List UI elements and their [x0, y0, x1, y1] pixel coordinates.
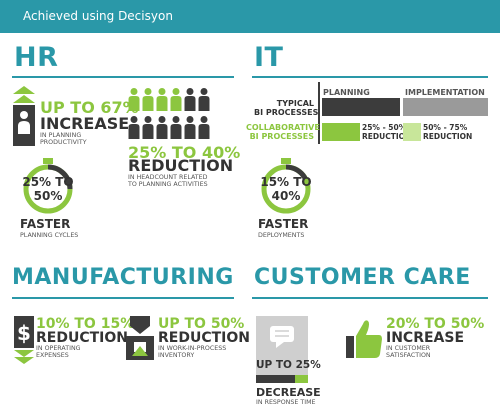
it-planning-metric: REDUCTION — [362, 132, 412, 141]
cc-response-metric: DECREASE — [256, 386, 321, 399]
cc-satisfaction-headline: 20% TO 50% — [386, 316, 485, 332]
manufacturing-divider — [12, 297, 234, 299]
it-impl-metric: REDUCTION — [423, 132, 473, 141]
hr-productivity-metric: INCREASE — [40, 114, 130, 133]
cc-satisfaction-metric: INCREASE — [386, 330, 465, 346]
it-deploy-ring-line-1: 15% TO — [260, 175, 312, 189]
mfg-operating-detail-1: IN OPERATING — [36, 345, 81, 352]
box-down-icon — [126, 316, 154, 360]
svg-text:$: $ — [17, 321, 31, 345]
mfg-operating-detail-2: EXPENSES — [36, 352, 69, 359]
hr-cycles-detail: PLANNING CYCLES — [20, 232, 79, 239]
hr-headcount-metric: REDUCTION — [128, 156, 234, 175]
banner-title: Achieved using Decisyon — [23, 9, 173, 23]
chat-bubble-icon — [256, 316, 308, 376]
mfg-inventory-detail-1: IN WORK-IN-PROCESS — [158, 345, 227, 352]
mfg-operating-metric: REDUCTION — [36, 330, 128, 346]
it-typical-implementation-bar — [403, 98, 488, 116]
hr-headcount-detail-2: TO PLANNING ACTIVITIES — [128, 181, 208, 188]
person-up-icon — [13, 86, 35, 146]
header-banner — [0, 0, 500, 33]
stopwatch-icon — [261, 158, 311, 214]
customer-care-divider — [252, 297, 488, 299]
hr-productivity-headline: UP TO 67% — [40, 98, 139, 117]
it-deploy-metric: FASTER — [258, 217, 309, 231]
it-col-planning: PLANNING — [323, 88, 370, 97]
customer-care-section-title: CUSTOMER CARE — [254, 265, 471, 290]
it-deploy-detail: DEPLOYMENTS — [258, 232, 305, 239]
it-chart-axis — [318, 82, 320, 144]
cc-response-headline: UP TO 25% — [256, 359, 321, 371]
hr-productivity-detail-1: IN PLANNING — [40, 132, 82, 139]
hr-cycles-metric: FASTER — [20, 217, 71, 231]
mfg-inventory-detail-2: INVENTORY — [158, 352, 195, 359]
manufacturing-section-title: MANUFACTURING — [12, 265, 234, 290]
hr-section-title: HR — [14, 42, 59, 73]
it-typical-line-1: TYPICAL — [276, 99, 314, 108]
it-collab-planning-bar — [322, 123, 360, 141]
cc-response-bar — [256, 375, 308, 383]
people-grid-icon — [128, 88, 210, 139]
it-col-implementation: IMPLEMENTATION — [405, 88, 485, 97]
it-section-title: IT — [254, 42, 284, 73]
hr-headcount-headline: 25% TO 40% — [128, 143, 241, 162]
thumbs-up-icon — [346, 320, 382, 358]
it-divider — [252, 76, 488, 78]
hr-cycles-ring-line-2: 50% — [33, 189, 63, 203]
it-planning-range: 25% - 50% — [362, 123, 407, 132]
it-typical-line-2: BI PROCESSES — [254, 108, 319, 117]
cc-satisfaction-detail-2: SATISFACTION — [386, 352, 431, 359]
cc-response-detail: IN RESPONSE TIME — [256, 399, 316, 406]
hr-headcount-detail-1: IN HEADCOUNT RELATED — [128, 174, 208, 181]
mfg-inventory-metric: REDUCTION — [158, 330, 250, 346]
hr-productivity-detail-2: PRODUCTIVITY — [40, 139, 87, 146]
mfg-operating-headline: 10% TO 15% — [36, 316, 135, 332]
it-impl-range: 50% - 75% — [423, 123, 468, 132]
it-deploy-ring-line-2: 40% — [271, 189, 301, 203]
stopwatch-icon — [23, 158, 73, 214]
hr-cycles-ring-line-1: 25% TO — [22, 175, 74, 189]
mfg-inventory-headline: UP TO 50% — [158, 316, 245, 332]
hr-divider — [12, 76, 234, 78]
it-collab-implementation-bar — [403, 123, 421, 141]
it-collab-line-2: BI PROCESSES — [249, 132, 314, 141]
it-collab-line-1: COLLABORATIVE — [246, 123, 320, 132]
it-typical-planning-bar — [322, 98, 400, 116]
cc-satisfaction-detail-1: IN CUSTOMER — [386, 345, 431, 352]
dollar-down-icon: $ — [14, 316, 34, 364]
